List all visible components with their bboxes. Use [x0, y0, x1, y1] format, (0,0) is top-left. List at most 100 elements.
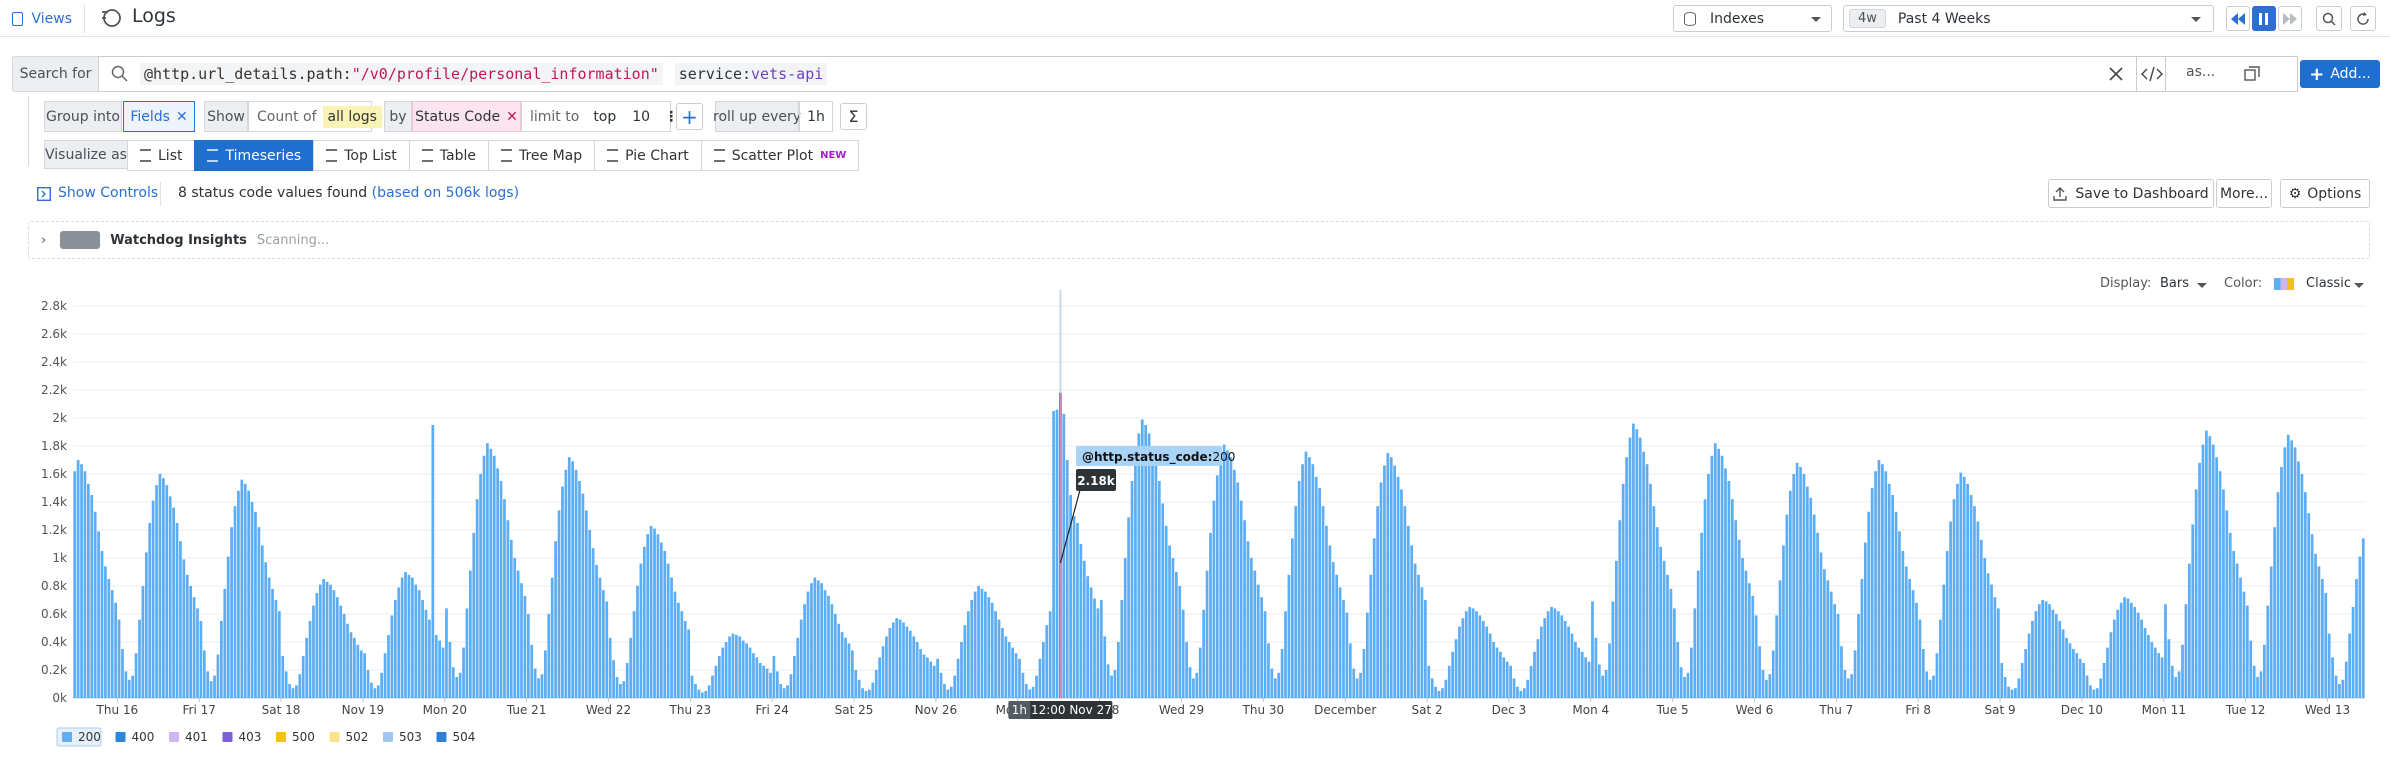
bar	[2068, 643, 2072, 698]
measure[interactable]: Count of all logs	[248, 101, 382, 132]
copy-button[interactable]	[2244, 66, 2260, 82]
pause-button[interactable]	[2252, 6, 2276, 31]
display-value[interactable]: Bars	[2160, 276, 2190, 291]
bar	[769, 672, 772, 698]
query-term[interactable]: @http.url_details.path:"/v0/profile/pers…	[140, 63, 663, 85]
y-tick-label: 0.8k	[41, 579, 67, 593]
bar	[891, 622, 895, 698]
zoom-button[interactable]	[2316, 6, 2342, 31]
bar	[400, 577, 404, 698]
query-value: vets-api	[751, 65, 824, 83]
bar	[1662, 560, 1666, 698]
bar	[1741, 558, 1744, 698]
bar	[642, 546, 646, 698]
remove-icon[interactable]: ✕	[175, 108, 188, 125]
bar	[1301, 464, 1304, 698]
bar	[162, 478, 165, 698]
bar	[1945, 551, 1949, 698]
bar	[441, 647, 445, 698]
bar	[919, 649, 922, 698]
group-into: Group into	[44, 101, 122, 132]
as-dropdown[interactable]: as...	[2186, 64, 2216, 80]
time-range[interactable]: 4w Past 4 Weeks	[1843, 5, 2214, 32]
bar	[1018, 658, 1021, 698]
bar	[680, 611, 684, 698]
bar	[339, 605, 343, 698]
watchdog-panel[interactable]: › Watchdog Insights Scanning...	[28, 221, 2370, 259]
bar	[2225, 510, 2229, 698]
legend-label: 400	[132, 730, 155, 744]
remove-icon[interactable]: ✕	[506, 108, 518, 125]
bar	[1638, 437, 1642, 698]
indexes-dropdown[interactable]: Indexes	[1673, 5, 1832, 32]
kebab-icon[interactable]: ⋮	[664, 108, 679, 125]
bar	[247, 490, 251, 698]
bar	[936, 658, 939, 698]
visualize-option[interactable]: Tree Map	[487, 140, 596, 171]
bar	[2348, 633, 2352, 698]
function-button[interactable]: Σ	[840, 103, 867, 130]
search-input[interactable]: @http.url_details.path:"/v0/profile/pers…	[98, 56, 2298, 92]
bar	[2249, 640, 2253, 698]
visualize-option[interactable]: Scatter Plot NEW	[700, 140, 860, 171]
by-label: by	[384, 101, 412, 132]
visualize-option[interactable]: Top List	[313, 140, 410, 171]
bar	[1676, 642, 1680, 698]
bar	[1280, 649, 1284, 698]
bar	[1055, 409, 1059, 698]
bar	[1713, 443, 1717, 698]
bar	[2051, 609, 2055, 698]
rollup-value[interactable]: 1h	[799, 101, 833, 132]
clear-button[interactable]	[2108, 66, 2124, 82]
bar	[2232, 551, 2236, 698]
visualize-option[interactable]: List	[127, 140, 196, 171]
bar	[666, 563, 670, 698]
bar	[2174, 677, 2178, 698]
bar	[393, 600, 397, 698]
bar	[1959, 472, 1963, 698]
bar	[468, 570, 472, 698]
more-button[interactable]: More...	[2216, 179, 2272, 208]
color-value[interactable]: Classic	[2306, 276, 2351, 291]
bar	[1990, 584, 1993, 698]
bar	[1434, 686, 1437, 698]
bar	[243, 483, 247, 698]
limit[interactable]: limit to top 10 ⋮	[521, 101, 678, 132]
code-button[interactable]	[2140, 64, 2164, 84]
bar	[1273, 678, 1277, 698]
options-button[interactable]: ⚙ Options	[2280, 179, 2370, 208]
forward-button[interactable]	[2278, 6, 2302, 31]
visualize-option[interactable]: Pie Chart	[594, 140, 702, 171]
bar	[2361, 538, 2365, 698]
visualize-option[interactable]: Timeseries	[194, 140, 315, 171]
refresh-button[interactable]	[2350, 6, 2376, 31]
query-term[interactable]: service:vets-api	[674, 63, 828, 85]
bar	[908, 630, 912, 698]
save-button[interactable]: Save to Dashboard	[2048, 179, 2214, 208]
bar	[1881, 464, 1884, 698]
visualize-option[interactable]: Table	[408, 140, 489, 171]
bar	[2164, 604, 2167, 698]
y-tick-label: 2.2k	[41, 383, 67, 397]
bar	[1949, 521, 1952, 698]
bar	[854, 670, 858, 698]
bar	[1243, 520, 1246, 698]
y-tick-label: 2k	[52, 411, 67, 425]
bar	[1891, 495, 1894, 698]
bar	[1372, 538, 1376, 698]
bar	[124, 671, 128, 698]
bar	[714, 665, 718, 698]
bar	[1778, 580, 1782, 698]
status-code-pill[interactable]: Status Code ✕	[412, 101, 521, 132]
rewind-button[interactable]	[2226, 6, 2250, 31]
add-button[interactable]: + Add...	[2300, 60, 2380, 88]
bar	[1325, 525, 1328, 698]
show-controls[interactable]: Show Controls	[58, 185, 159, 201]
views-button[interactable]: Views	[6, 5, 72, 32]
based-on[interactable]: (based on 506k logs)	[371, 185, 520, 201]
add-label: Add...	[2330, 66, 2371, 82]
bar	[1151, 447, 1154, 698]
add-group-button[interactable]: +	[676, 103, 703, 130]
fields-pill[interactable]: Fields ✕	[123, 101, 195, 132]
bar	[2167, 639, 2171, 698]
